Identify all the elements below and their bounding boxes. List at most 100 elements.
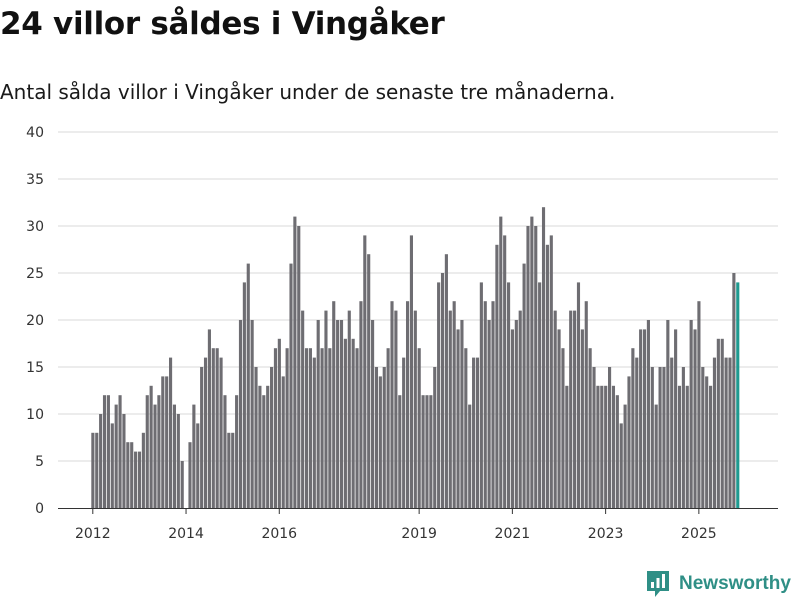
x-tick-label: 2025 — [681, 526, 717, 542]
bar — [285, 348, 289, 508]
bar — [440, 273, 445, 508]
bar — [588, 348, 592, 508]
bar — [359, 301, 363, 508]
bar — [549, 235, 553, 508]
bar — [312, 357, 316, 508]
bar — [114, 404, 118, 508]
bar — [503, 235, 507, 508]
bar — [514, 320, 518, 508]
bar — [266, 385, 270, 508]
bar — [402, 357, 406, 508]
bar — [293, 216, 297, 508]
bar — [468, 404, 472, 508]
bar — [604, 385, 608, 508]
bar — [510, 329, 515, 508]
bar — [650, 367, 654, 508]
bar — [390, 301, 394, 508]
bar — [176, 414, 180, 508]
newsworthy-logo-icon — [647, 571, 669, 597]
bar — [518, 310, 522, 508]
bar — [584, 301, 588, 508]
bar — [448, 310, 452, 508]
bar — [658, 367, 662, 508]
bar — [685, 385, 689, 508]
x-tick-label: 2016 — [261, 526, 297, 542]
bar — [157, 395, 161, 508]
bar — [378, 376, 382, 508]
bar — [437, 282, 441, 508]
bar — [211, 348, 215, 508]
bar — [697, 301, 701, 508]
bar — [343, 338, 347, 508]
bar — [452, 301, 456, 508]
bar — [522, 263, 526, 508]
y-tick-label: 40 — [26, 125, 44, 141]
bar — [507, 282, 511, 508]
bar — [674, 329, 678, 508]
bar — [371, 320, 375, 508]
bar — [102, 395, 107, 508]
bar — [491, 301, 495, 508]
bar — [324, 310, 328, 508]
bar — [235, 395, 239, 508]
bar — [479, 282, 483, 508]
bar — [553, 310, 557, 508]
bar — [693, 329, 697, 508]
bar — [545, 244, 549, 509]
bar — [238, 320, 243, 508]
bar — [580, 329, 584, 508]
bar — [565, 385, 569, 508]
bar — [681, 367, 685, 508]
bar — [339, 320, 344, 508]
bar — [332, 301, 336, 508]
x-tick-label: 2014 — [168, 526, 204, 542]
bar — [701, 367, 705, 508]
bar — [724, 357, 728, 508]
bar — [425, 395, 429, 508]
bar — [728, 357, 732, 508]
bar — [172, 404, 177, 508]
bar — [561, 348, 565, 508]
y-tick-label: 10 — [26, 407, 44, 423]
bar — [409, 235, 413, 508]
data-labels: 24 — [736, 0, 754, 4]
bar — [608, 367, 612, 508]
x-axis: 2012 2014 2016 2019 2021 2023 2025 — [58, 508, 778, 542]
bar — [180, 461, 184, 508]
chart-subtitle: Antal sålda villor i Vingåker under de s… — [0, 80, 616, 104]
bar — [192, 404, 196, 508]
bar — [126, 442, 130, 508]
bar — [165, 376, 169, 508]
y-tick-label: 25 — [26, 266, 44, 282]
bar — [421, 395, 425, 508]
bar — [732, 273, 736, 508]
bar — [405, 301, 410, 508]
bar — [541, 207, 546, 508]
bar — [336, 320, 340, 508]
bar — [538, 282, 542, 508]
bar — [596, 385, 600, 508]
bar — [207, 329, 211, 508]
bar — [91, 432, 95, 508]
brand-name: Newsworthy — [679, 573, 791, 594]
bar — [242, 282, 246, 508]
bar — [472, 357, 476, 508]
bar — [569, 310, 573, 508]
bar — [483, 301, 487, 508]
bar — [215, 348, 219, 508]
y-tick-label: 0 — [35, 501, 44, 517]
newsworthy-brand[interactable]: Newsworthy — [645, 568, 791, 600]
bar — [219, 357, 223, 508]
bar — [619, 423, 623, 508]
bar — [347, 310, 351, 508]
bar — [169, 357, 173, 508]
y-tick-label: 5 — [35, 454, 44, 470]
bar — [246, 263, 250, 508]
bar — [130, 442, 134, 508]
bar — [662, 367, 666, 508]
bar — [122, 414, 126, 508]
bar — [374, 367, 379, 508]
chart-title: 24 villor såldes i Vingåker — [0, 6, 445, 42]
bar — [316, 320, 320, 508]
bar — [141, 432, 145, 508]
